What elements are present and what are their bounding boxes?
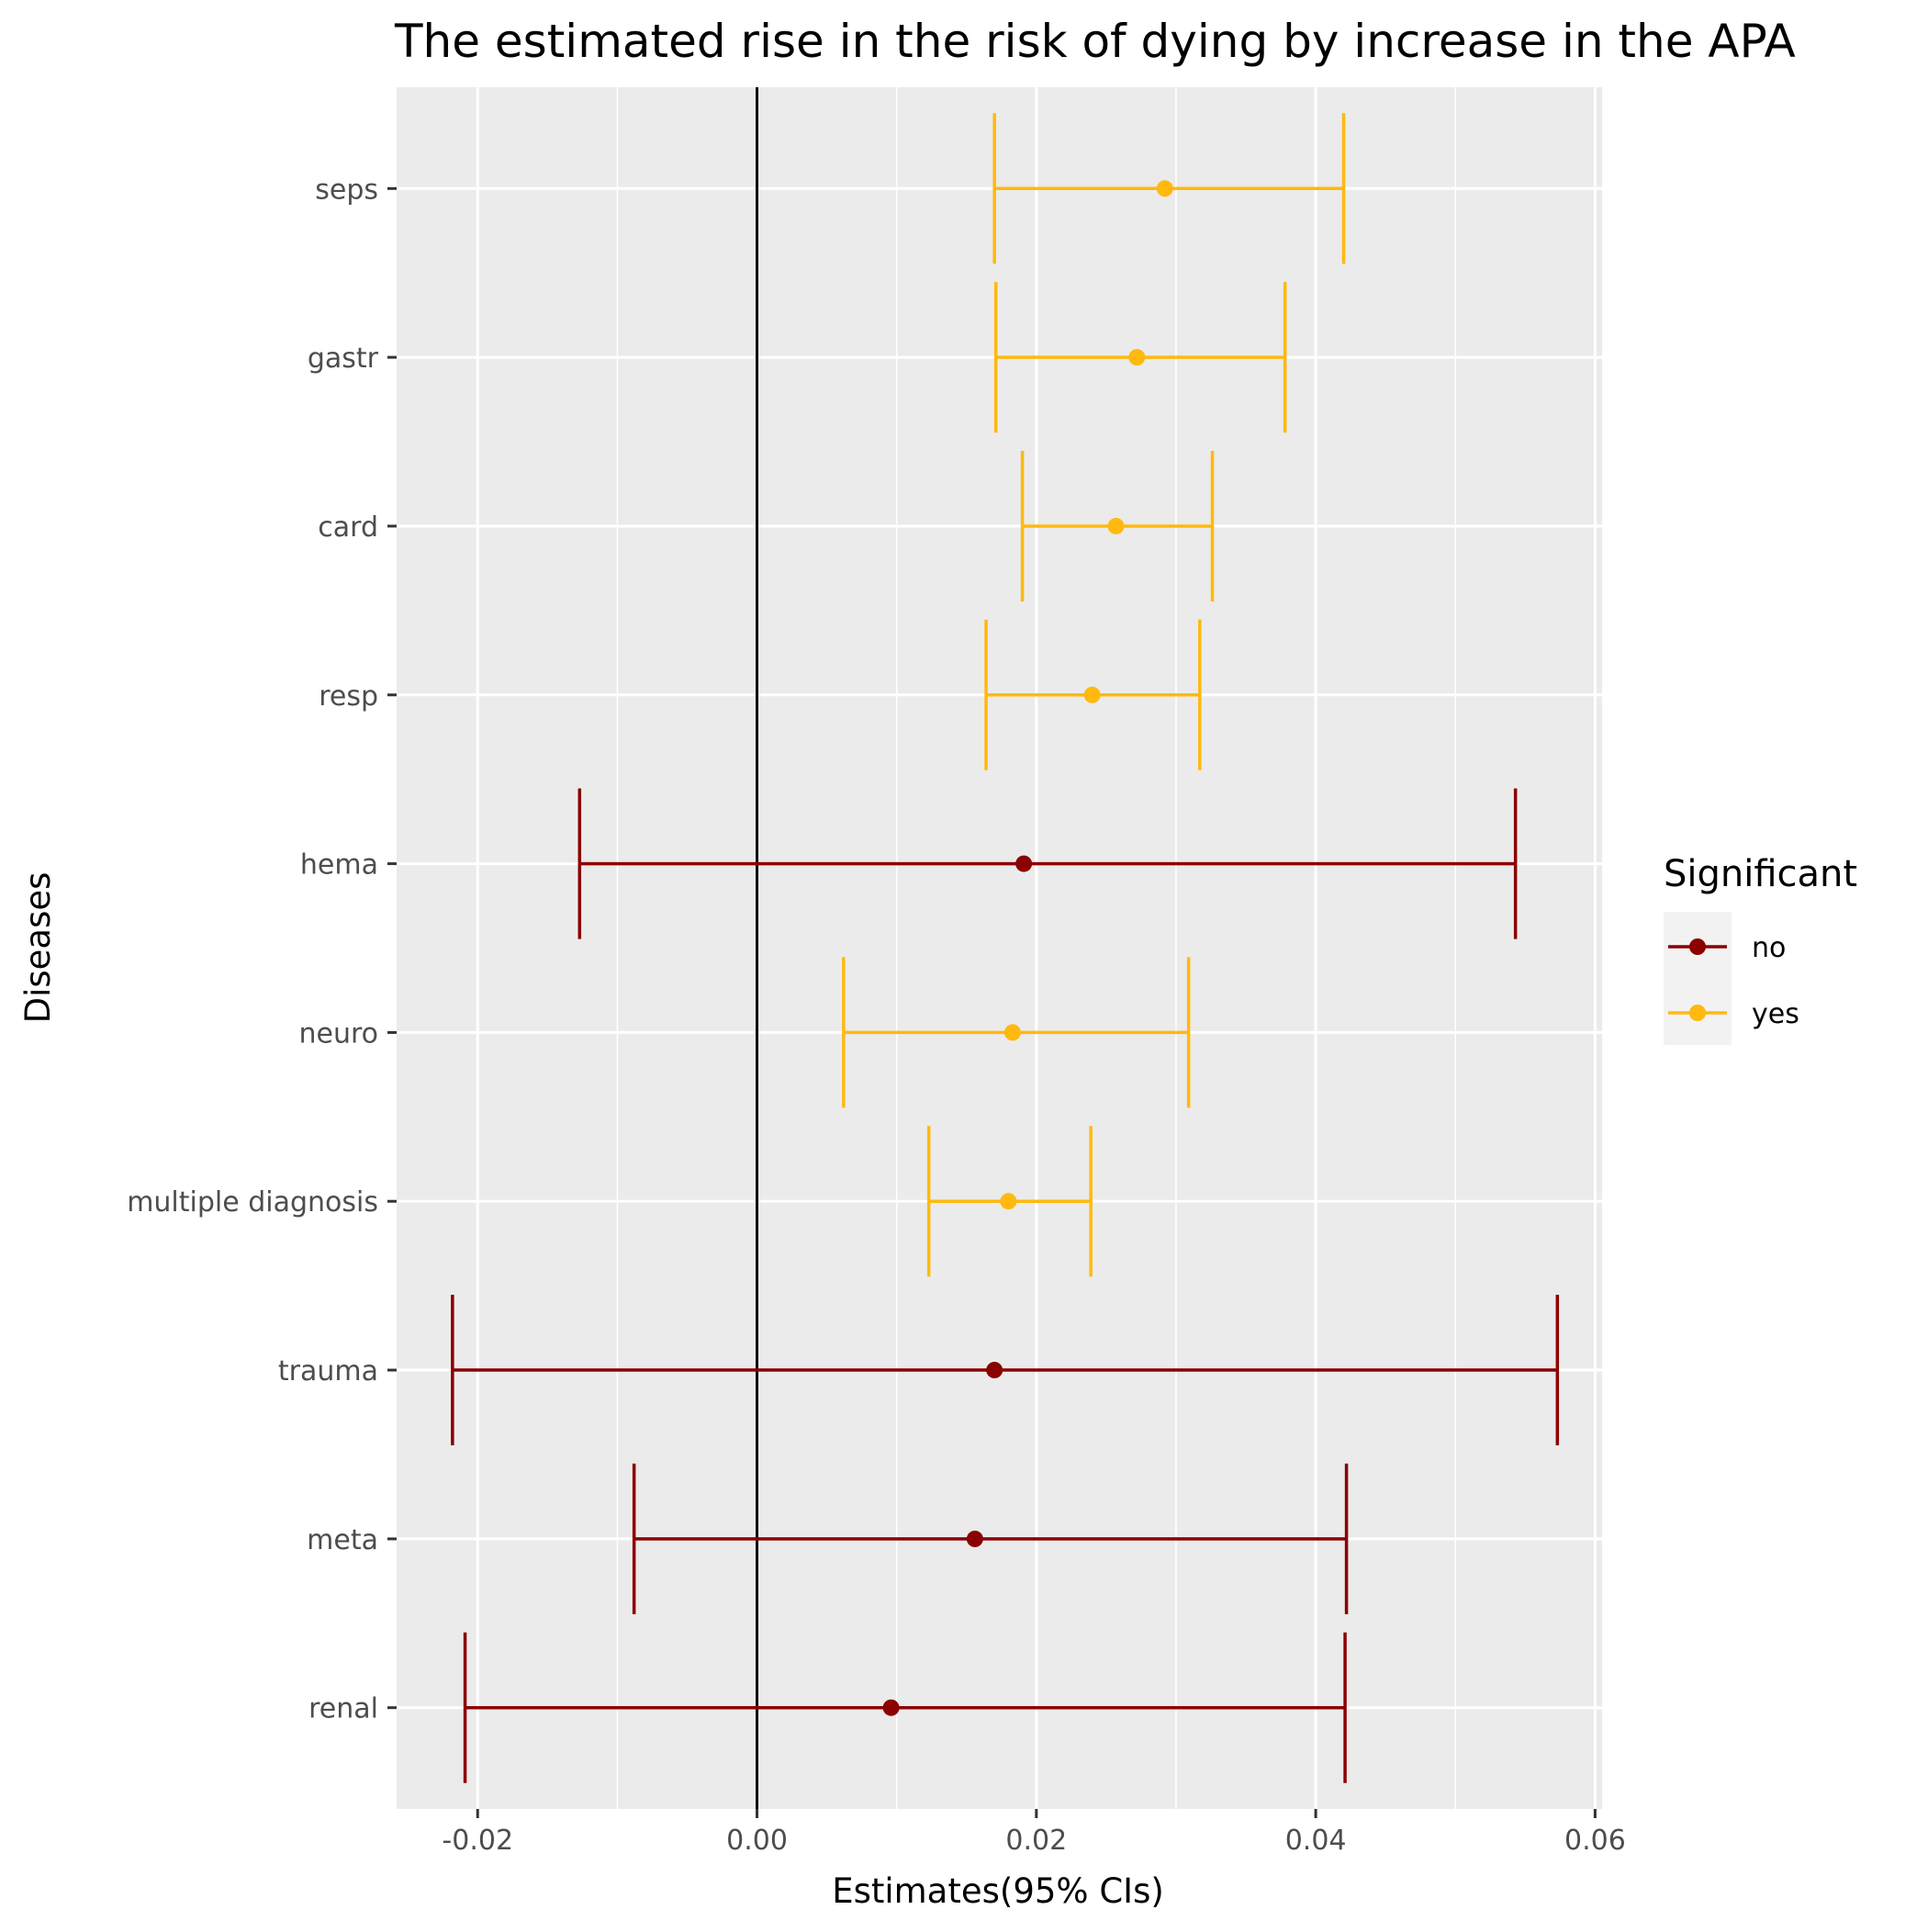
- forest-row-neuro: [842, 957, 1191, 1108]
- legend-key-point: [1689, 938, 1706, 955]
- legend-label: no: [1752, 932, 1786, 964]
- estimate-point: [1156, 180, 1173, 197]
- x-tick-label: 0.06: [1564, 1825, 1626, 1857]
- x-tick-label: -0.02: [442, 1825, 513, 1857]
- y-tick-label: resp: [319, 680, 378, 713]
- x-tick-label: 0.02: [1005, 1825, 1067, 1857]
- y-tick-label: renal: [308, 1693, 378, 1725]
- estimate-point: [1107, 517, 1125, 534]
- y-tick-label: card: [318, 511, 378, 544]
- forest-row-meta: [632, 1463, 1349, 1614]
- y-tick-label: trauma: [278, 1355, 378, 1387]
- estimate-point: [966, 1530, 983, 1547]
- y-tick-label: seps: [315, 174, 378, 206]
- x-axis-title: Estimates(95% CIs): [832, 1871, 1164, 1911]
- x-tick-label: 0.04: [1285, 1825, 1347, 1857]
- legend: Significant no yes: [1664, 853, 1857, 1045]
- y-tick-label: meta: [307, 1524, 378, 1556]
- forest-row-card: [1020, 450, 1215, 601]
- x-tick-label: 0.00: [726, 1825, 788, 1857]
- y-axis-title: Diseases: [18, 872, 58, 1024]
- estimate-point: [1015, 855, 1033, 872]
- axes: -0.02 0.00 0.02 0.04 0.06 seps gastr card resp he…: [127, 174, 1626, 1857]
- estimate-point: [1083, 686, 1101, 703]
- forest-row-multiple-diagnosis: [926, 1126, 1093, 1277]
- legend-key-point: [1689, 1005, 1706, 1021]
- forest-row-renal: [463, 1632, 1347, 1783]
- estimate-point: [882, 1699, 900, 1716]
- forest-row-hema: [577, 788, 1518, 939]
- legend-title: Significant: [1664, 853, 1857, 895]
- estimate-point: [986, 1362, 1003, 1379]
- estimate-point: [1003, 1024, 1021, 1041]
- estimate-point: [1128, 349, 1146, 366]
- legend-key-background: [1664, 912, 1732, 1045]
- forest-row-trauma: [451, 1295, 1560, 1446]
- y-tick-label: gastr: [308, 343, 379, 375]
- estimate-point: [1000, 1193, 1017, 1210]
- chart-title: The estimated rise in the risk of dying …: [394, 15, 1796, 68]
- forest-row-resp: [984, 619, 1202, 770]
- forest-row-seps: [992, 113, 1346, 264]
- legend-label: yes: [1752, 998, 1799, 1030]
- y-tick-label: neuro: [298, 1017, 378, 1050]
- legend-entries: no yes: [1668, 932, 1799, 1030]
- data-marks: [451, 113, 1560, 1783]
- y-tick-label: multiple diagnosis: [127, 1186, 378, 1219]
- plot-panel: [397, 87, 1602, 1809]
- forest-row-gastr: [993, 282, 1287, 433]
- legend-entry-no: no: [1668, 932, 1786, 964]
- legend-entry-yes: yes: [1668, 998, 1799, 1030]
- y-tick-label: hema: [300, 849, 378, 882]
